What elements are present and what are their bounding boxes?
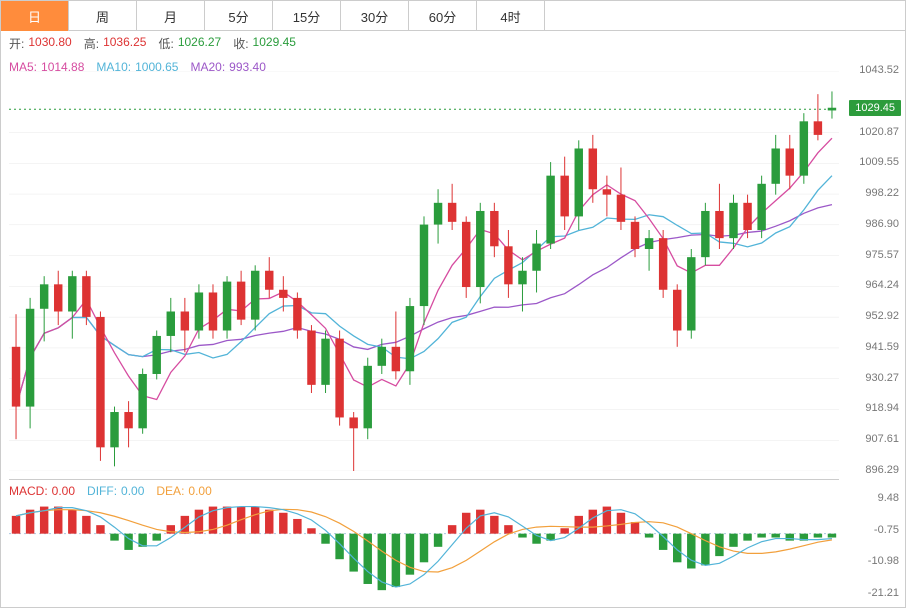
ytick: 941.59 xyxy=(865,341,899,353)
ytick: 1043.52 xyxy=(859,64,899,76)
tab-月[interactable]: 月 xyxy=(137,1,205,31)
ohlc-3: 收:1029.45 xyxy=(233,35,296,52)
ytick: 918.94 xyxy=(865,402,899,414)
macd-ytick: 9.48 xyxy=(878,492,899,504)
ytick: 986.90 xyxy=(865,218,899,230)
ytick: 964.24 xyxy=(865,279,899,291)
ohlc-row: 开:1030.80 高:1036.25 低:1026.27 收:1029.45 xyxy=(1,31,905,56)
macd-info-row: MACD:0.00 DIFF:0.00 DEA:0.00 xyxy=(9,480,839,502)
ohlc-0: 开:1030.80 xyxy=(9,35,72,52)
ytick: 930.27 xyxy=(865,372,899,384)
current-price-tag: 1029.45 xyxy=(849,100,901,116)
price-yaxis: 1043.521020.871009.55998.22986.90975.579… xyxy=(843,71,903,471)
macd-label-1: DIFF:0.00 xyxy=(87,484,144,498)
ytick: 952.92 xyxy=(865,310,899,322)
macd-ytick: -0.75 xyxy=(874,524,899,536)
tab-日[interactable]: 日 xyxy=(1,1,69,31)
macd-yaxis: 9.48-0.75-10.98-21.21 xyxy=(843,499,903,599)
macd-ytick: -21.21 xyxy=(868,587,899,599)
macd-label-2: DEA:0.00 xyxy=(156,484,211,498)
tab-5分[interactable]: 5分 xyxy=(205,1,273,31)
ohlc-1: 高:1036.25 xyxy=(84,35,147,52)
ytick: 896.29 xyxy=(865,464,899,476)
tab-15分[interactable]: 15分 xyxy=(273,1,341,31)
ytick: 1009.55 xyxy=(859,156,899,168)
macd-ytick: -10.98 xyxy=(868,555,899,567)
ytick: 975.57 xyxy=(865,249,899,261)
macd-svg xyxy=(9,502,839,597)
tab-30分[interactable]: 30分 xyxy=(341,1,409,31)
ytick: 998.22 xyxy=(865,187,899,199)
ytick: 907.61 xyxy=(865,433,899,445)
ytick: 1020.87 xyxy=(859,126,899,138)
tab-60分[interactable]: 60分 xyxy=(409,1,477,31)
timeframe-tabs: 日周月5分15分30分60分4时 xyxy=(1,1,905,31)
macd-panel: MACD:0.00 DIFF:0.00 DEA:0.00 xyxy=(9,479,839,599)
chart-container: 日周月5分15分30分60分4时 开:1030.80 高:1036.25 低:102… xyxy=(0,0,906,608)
ohlc-2: 低:1026.27 xyxy=(158,35,221,52)
main-chart-area xyxy=(9,71,839,471)
macd-label-0: MACD:0.00 xyxy=(9,484,75,498)
tab-4时[interactable]: 4时 xyxy=(477,1,545,31)
tab-周[interactable]: 周 xyxy=(69,1,137,31)
main-chart-svg xyxy=(9,71,839,471)
